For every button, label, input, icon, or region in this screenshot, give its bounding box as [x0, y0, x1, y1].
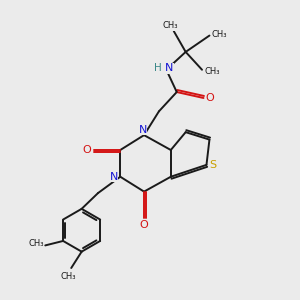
Text: CH₃: CH₃ [205, 67, 220, 76]
Text: CH₃: CH₃ [211, 30, 227, 39]
Text: N: N [110, 172, 118, 182]
Text: O: O [82, 145, 91, 155]
Text: CH₃: CH₃ [28, 239, 44, 248]
Text: N: N [165, 63, 173, 73]
Text: N: N [138, 125, 147, 135]
Text: O: O [206, 93, 214, 103]
Text: O: O [140, 220, 148, 230]
Text: CH₃: CH₃ [163, 21, 178, 30]
Text: S: S [209, 160, 217, 170]
Text: CH₃: CH₃ [61, 272, 76, 281]
Text: H: H [154, 63, 162, 73]
